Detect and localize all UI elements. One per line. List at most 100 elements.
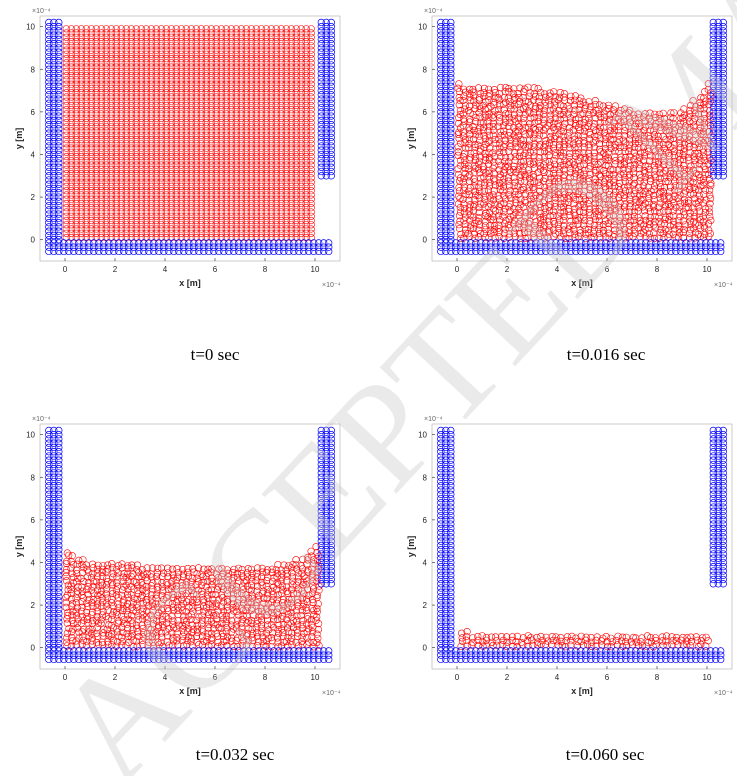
fluid-particle: [127, 229, 135, 237]
fluid-particle: [82, 148, 90, 156]
fluid-particle: [267, 127, 275, 135]
fluid-particle: [132, 54, 140, 63]
fluid-particle: [575, 114, 583, 122]
fluid-particle: [217, 67, 225, 75]
x-tick-label: 6: [213, 265, 218, 274]
fluid-particle: [252, 182, 260, 190]
fluid-particle: [172, 191, 180, 199]
wall-particle: [517, 243, 525, 251]
wall-particle: [220, 243, 228, 251]
fluid-particle: [142, 80, 150, 88]
fluid-particle: [539, 132, 548, 140]
fluid-particle: [232, 182, 240, 190]
fluid-particle: [237, 225, 245, 233]
fluid-particle: [162, 136, 170, 144]
wall-particle: [55, 197, 63, 205]
fluid-particle: [172, 221, 180, 229]
fluid-particle: [162, 72, 170, 80]
fluid-particle: [212, 216, 220, 225]
wall-particle: [487, 243, 495, 251]
wall-particle: [442, 125, 450, 133]
fluid-particle: [222, 153, 230, 161]
fluid-particle: [512, 139, 520, 147]
fluid-particle: [696, 104, 704, 113]
fluid-particle: [307, 216, 315, 225]
fluid-particle: [67, 106, 75, 114]
fluid-particle: [162, 29, 170, 37]
fluid-particle: [137, 93, 145, 101]
fluid-particle: [227, 191, 235, 199]
fluid-particle: [292, 161, 300, 169]
wall-particle: [322, 44, 330, 52]
fluid-particle: [182, 37, 190, 46]
fluid-particle: [232, 157, 240, 165]
fluid-particle: [172, 118, 180, 127]
fluid-particle: [302, 182, 310, 190]
fluid-particle: [87, 89, 95, 97]
fluid-particle: [147, 25, 155, 33]
fluid-particle: [197, 131, 205, 139]
wall-particle: [482, 243, 490, 251]
fluid-particle: [461, 220, 469, 228]
fluid-particle: [182, 25, 190, 33]
fluid-particle: [187, 229, 195, 237]
fluid-particle: [297, 187, 305, 195]
fluid-particle: [127, 127, 135, 135]
wall-particle: [275, 243, 283, 251]
wall-particle: [45, 31, 53, 39]
fluid-particle: [207, 140, 215, 148]
fluid-particle: [117, 136, 125, 144]
fluid-particle: [182, 59, 190, 67]
fluid-particle: [247, 229, 255, 237]
fluid-particle: [511, 178, 519, 186]
fluid-particle: [217, 182, 225, 190]
fluid-particle: [107, 131, 115, 139]
fluid-particle: [162, 97, 170, 105]
fluid-particle: [500, 127, 508, 135]
wall-particle: [45, 108, 53, 116]
wall-particle: [50, 180, 58, 188]
fluid-particle: [212, 174, 220, 182]
fluid-particle: [661, 123, 669, 131]
fluid-particle: [177, 54, 185, 63]
fluid-particle: [92, 165, 100, 173]
fluid-particle: [237, 110, 245, 118]
fluid-particle: [476, 230, 485, 238]
fluid-particle: [202, 165, 210, 173]
fluid-particle: [287, 144, 295, 152]
fluid-particle: [474, 128, 482, 136]
fluid-particle: [707, 179, 715, 187]
fluid-particle: [192, 80, 200, 88]
fluid-particle: [202, 161, 210, 169]
fluid-particle: [485, 96, 493, 104]
fluid-particle: [172, 67, 180, 75]
fluid-particle: [307, 118, 315, 127]
fluid-particle: [535, 154, 543, 162]
fluid-particle: [217, 148, 225, 156]
fluid-particle: [132, 153, 140, 161]
wall-particle: [547, 243, 555, 251]
fluid-particle: [297, 89, 305, 97]
wall-particle: [712, 243, 720, 251]
fluid-particle: [645, 165, 653, 174]
fluid-particle: [167, 127, 175, 135]
wall-particle: [322, 31, 330, 39]
fluid-particle: [252, 221, 260, 229]
fluid-particle: [92, 80, 100, 88]
fluid-particle: [132, 221, 140, 229]
fluid-particle: [554, 178, 563, 186]
wall-particle: [50, 52, 58, 61]
fluid-particle: [67, 93, 75, 101]
panel-caption: t=0 sec: [191, 345, 240, 364]
fluid-particle: [551, 199, 559, 207]
wall-particle: [50, 239, 58, 247]
fluid-particle: [262, 191, 270, 199]
fluid-particle: [479, 119, 488, 127]
fluid-particle: [97, 25, 105, 33]
fluid-particle: [297, 29, 305, 37]
fluid-particle: [480, 84, 489, 92]
fluid-particle: [292, 191, 300, 199]
fluid-particle: [242, 114, 250, 122]
wall-particle: [317, 129, 325, 137]
fluid-particle: [302, 33, 310, 41]
